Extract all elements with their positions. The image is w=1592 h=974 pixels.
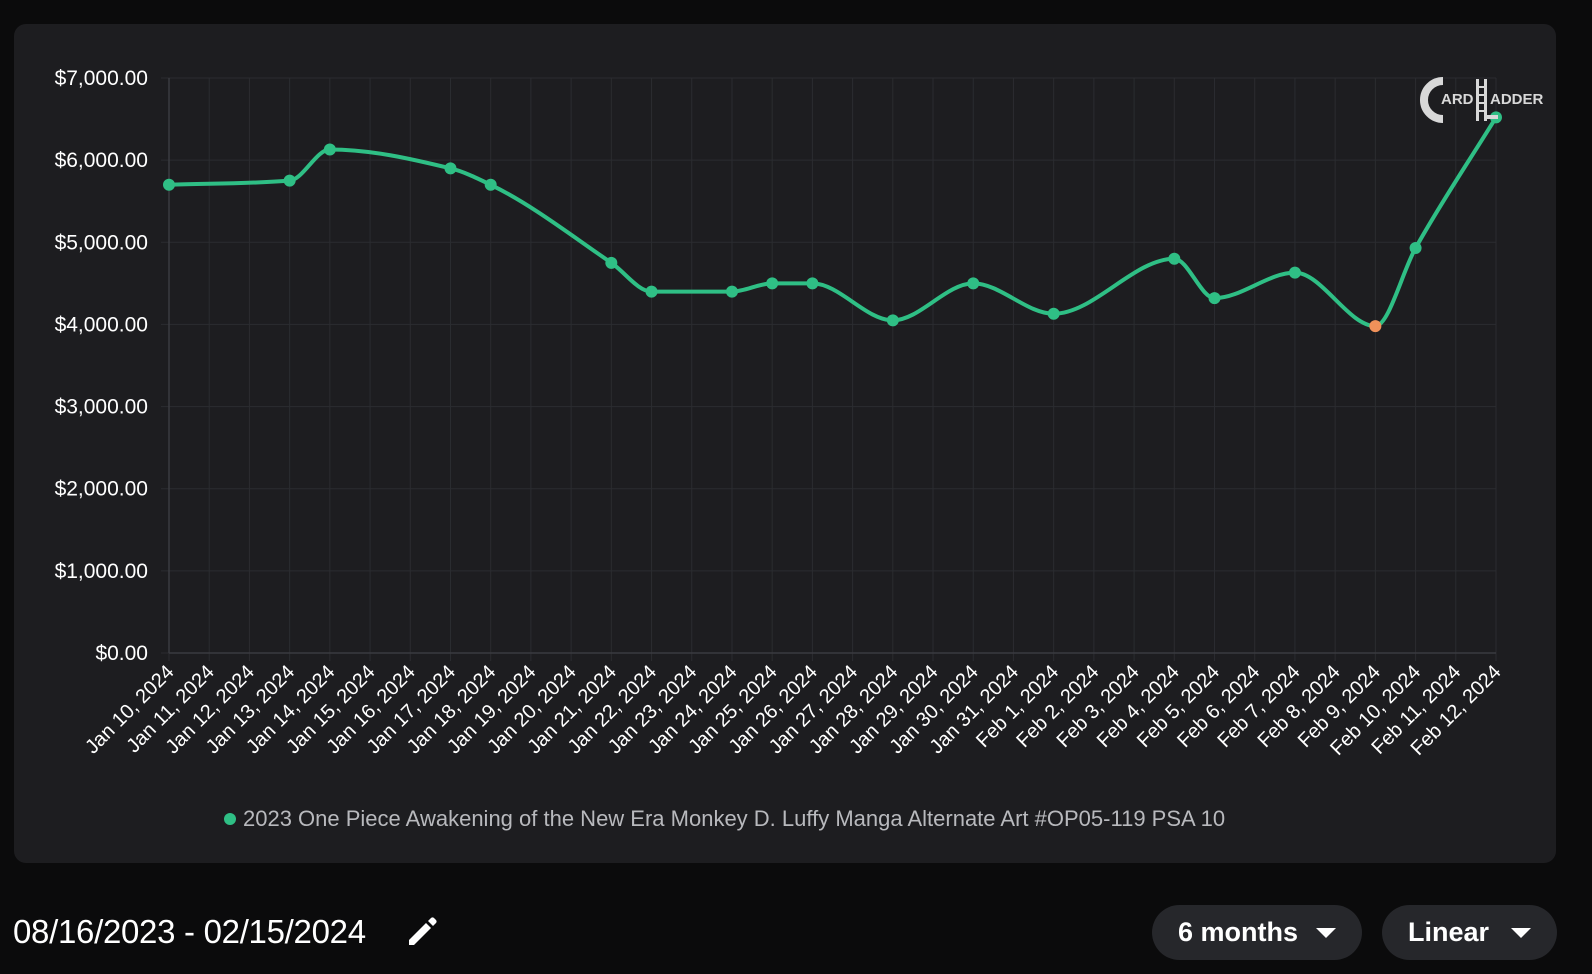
price-history-chart[interactable]: $0.00 $1,000.00 $2,000.00 $3,000.00 $4,000.0… xyxy=(14,24,1556,863)
chart-controls: 08/16/2023 - 02/15/2024 6 months Linear xyxy=(0,895,1592,965)
legend: 2023 One Piece Awakening of the New Era … xyxy=(224,806,1225,831)
data-point[interactable] xyxy=(484,178,497,191)
range-dropdown[interactable]: 6 months xyxy=(1152,905,1362,960)
logo-text-right: ADDER xyxy=(1490,91,1543,108)
y-tick-label: $7,000.00 xyxy=(55,67,148,90)
chart-card: $0.00 $1,000.00 $2,000.00 $3,000.00 $4,000.0… xyxy=(14,24,1556,863)
pencil-icon[interactable] xyxy=(404,913,440,949)
series-line xyxy=(167,115,1498,329)
y-tick-label: $4,000.00 xyxy=(55,313,148,336)
data-point[interactable] xyxy=(1208,292,1221,305)
date-range-label: 08/16/2023 - 02/15/2024 xyxy=(13,913,366,950)
y-tick-label: $3,000.00 xyxy=(55,396,148,419)
logo-text-left: ARD xyxy=(1441,91,1474,108)
scale-dropdown-label: Linear xyxy=(1408,917,1490,947)
y-tick-label: $1,000.00 xyxy=(55,560,148,583)
data-point-highlight[interactable] xyxy=(1369,320,1382,333)
data-point[interactable] xyxy=(605,256,618,269)
y-tick-label: $6,000.00 xyxy=(55,149,148,172)
data-point[interactable] xyxy=(645,285,658,298)
data-point[interactable] xyxy=(886,314,899,327)
caret-down-icon xyxy=(1511,928,1531,938)
range-dropdown-label: 6 months xyxy=(1178,917,1299,947)
scale-dropdown[interactable]: Linear xyxy=(1382,905,1557,960)
data-point[interactable] xyxy=(1409,242,1422,255)
y-tick-label: $5,000.00 xyxy=(55,231,148,254)
data-point[interactable] xyxy=(444,162,457,175)
caret-down-icon xyxy=(1316,928,1336,938)
data-point[interactable] xyxy=(725,285,738,298)
card-ladder-logo: ARD ADDER xyxy=(1420,77,1543,123)
data-point[interactable] xyxy=(1168,252,1181,265)
data-point[interactable] xyxy=(323,143,336,156)
data-point[interactable] xyxy=(967,277,980,290)
data-point[interactable] xyxy=(766,277,779,290)
legend-marker xyxy=(224,813,236,825)
data-point[interactable] xyxy=(806,277,819,290)
data-point[interactable] xyxy=(283,174,296,187)
y-tick-label: $0.00 xyxy=(95,642,148,665)
legend-label: 2023 One Piece Awakening of the New Era … xyxy=(243,806,1225,831)
data-point[interactable] xyxy=(163,178,175,191)
y-tick-label: $2,000.00 xyxy=(55,478,148,501)
data-point[interactable] xyxy=(1047,307,1060,320)
data-point[interactable] xyxy=(1288,266,1301,279)
